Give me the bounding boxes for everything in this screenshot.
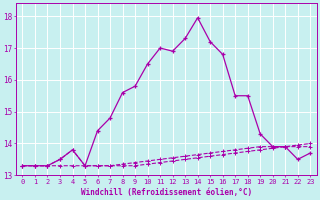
- X-axis label: Windchill (Refroidissement éolien,°C): Windchill (Refroidissement éolien,°C): [81, 188, 252, 197]
